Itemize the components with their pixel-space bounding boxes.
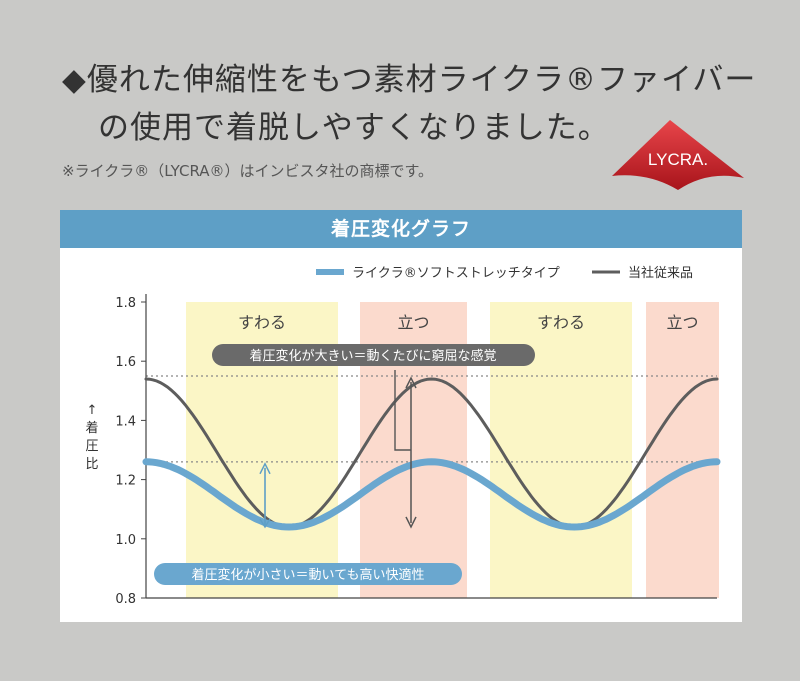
headline: ◆優れた伸縮性をもつ素材ライクラ®ファイバー の使用で着脱しやすくなりました。 [62,56,756,152]
y-tick-label: 1.6 [115,355,136,370]
series-line-lycra [142,458,721,531]
phase-label: 立つ [397,313,429,332]
arrowhead [259,462,271,475]
pressure-chart: すわる 立つ すわる 立つ 0.8 1.0 1.2 1.4 1.6 1.8 ↑着圧比 ライクラ®ソフト… [85,265,721,607]
y-tick-label: 0.8 [115,592,136,607]
lycra-logo-shape [612,120,744,190]
y-tick-label: 1.0 [115,533,136,548]
annotation-box-large [212,344,535,366]
phase-label: 立つ [666,313,698,332]
phase-label: すわる [537,313,585,332]
legend-label: 当社従来品 [628,265,693,281]
annotation-text-small: 着圧変化が小さい＝動いても高い快適性 [192,567,425,583]
phase-band [646,302,719,598]
headline-line2: の使用で着脱しやすくなりました。 [98,110,610,146]
phase-label: すわる [238,313,286,332]
legend-label: ライクラ®ソフトストレッチタイプ [352,266,560,281]
arrowhead [405,516,417,529]
lycra-logo-text: LYCRA. [648,150,708,169]
y-tick-label: 1.2 [115,474,136,489]
lycra-logo: LYCRA. [612,120,744,190]
trademark-note: ※ライクラ®（LYCRA®）はインビスタ社の商標です。 [62,162,434,180]
annotation-leader [394,370,411,451]
chart-header: 着圧変化グラフ [60,210,742,248]
y-tick-label: 1.8 [115,296,136,311]
y-tick-label: 1.4 [115,414,136,429]
headline-line1: ◆優れた伸縮性をもつ素材ライクラ®ファイバー [62,62,757,98]
series-line-conventional [144,377,719,529]
arrowhead [259,518,271,529]
arrowhead [405,376,417,389]
chart-panel: 着圧変化グラフ すわる 立つ すわる 立つ 0.8 1.0 1.2 1.4 1.6 1.8 ↑着圧比… [60,210,742,622]
annotation-text-large: 着圧変化が大きい＝動くたびに窮屈な感覚 [249,348,496,364]
y-axis-label: ↑着圧比 [85,403,98,472]
annotation-box-small [154,563,462,585]
